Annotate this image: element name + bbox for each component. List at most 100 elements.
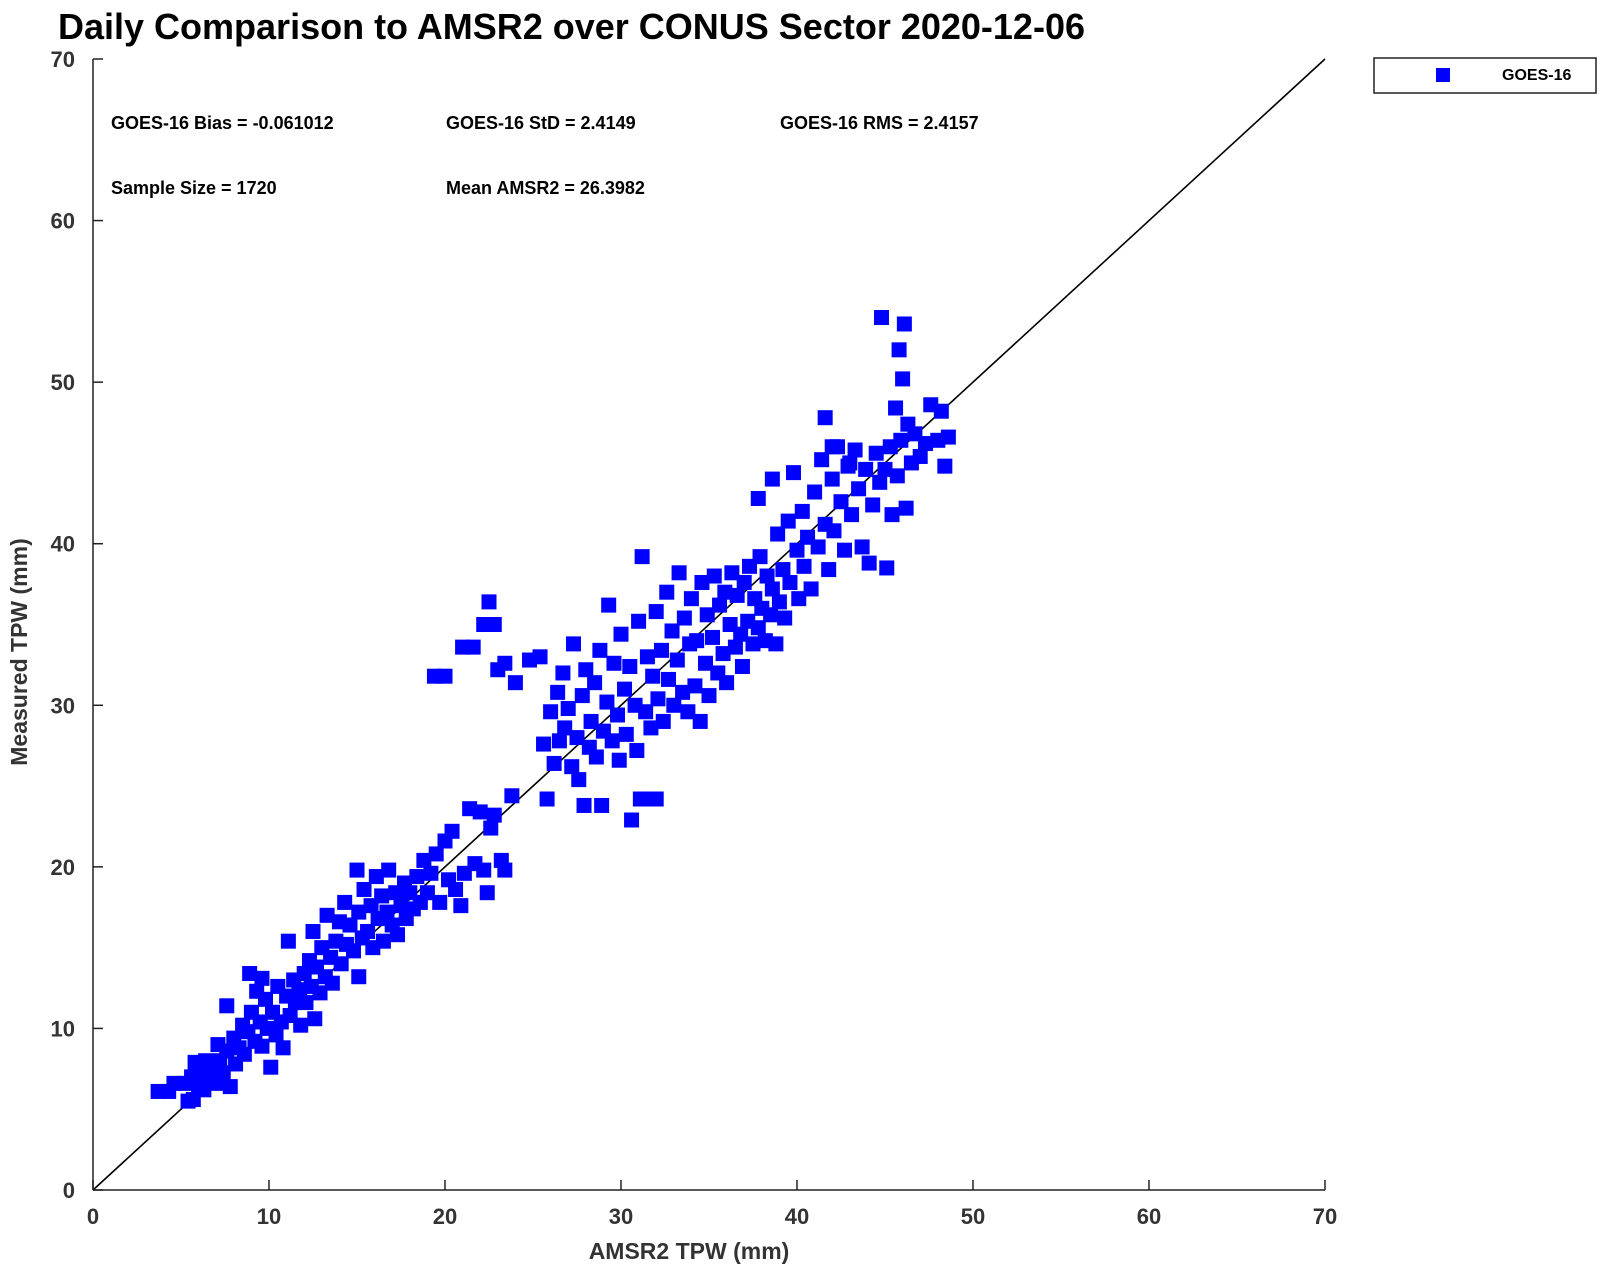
scatter-point <box>764 471 780 487</box>
scatter-point <box>629 743 645 759</box>
scatter-point <box>416 852 432 868</box>
x-tick-label: 20 <box>433 1204 457 1229</box>
scatter-point <box>865 497 881 513</box>
scatter-point <box>759 568 775 584</box>
scatter-point <box>847 442 863 458</box>
scatter-point <box>833 494 849 510</box>
scatter-point <box>912 448 928 464</box>
scatter-point <box>432 894 448 910</box>
scatter-point <box>745 636 761 652</box>
legend-label-goes16: GOES-16 <box>1502 67 1571 84</box>
stats-annotations: GOES-16 Bias = -0.061012 GOES-16 StD = 2… <box>111 113 979 198</box>
scatter-point <box>775 562 791 578</box>
scatter-point <box>611 752 627 768</box>
scatter-point <box>368 869 384 885</box>
scatter-point <box>872 474 888 490</box>
scatter-point <box>659 584 675 600</box>
scatter-point <box>613 626 629 642</box>
scatter-point <box>448 881 464 897</box>
scatter-point <box>634 549 650 565</box>
y-tick-label: 50 <box>51 370 75 395</box>
x-axis-ticks: 0 10 20 30 40 50 60 70 <box>87 1180 1337 1229</box>
scatter-point <box>727 639 743 655</box>
scatter-point <box>374 888 390 904</box>
scatter-point <box>873 310 889 326</box>
scatter-point <box>539 791 555 807</box>
x-tick-label: 60 <box>1137 1204 1161 1229</box>
scatter-point <box>481 594 497 610</box>
scatter-point <box>551 733 567 749</box>
y-tick-label: 30 <box>51 693 75 718</box>
scatter-point <box>419 885 435 901</box>
scatter-point <box>650 691 666 707</box>
scatter-point <box>543 704 559 720</box>
scatter-point <box>550 684 566 700</box>
scatter-point <box>719 675 735 691</box>
scatter-point <box>444 823 460 839</box>
scatter-point <box>814 452 830 468</box>
scatter-point <box>712 597 728 613</box>
scatter-point <box>669 652 685 668</box>
scatter-point <box>324 975 340 991</box>
scatter-point <box>807 484 823 500</box>
scatter-point <box>826 523 842 539</box>
scatter-point <box>486 807 502 823</box>
scatter-point <box>564 759 580 775</box>
scatter-point <box>648 791 664 807</box>
scatter-point <box>858 461 874 477</box>
scatter-point <box>560 701 576 717</box>
y-tick-label: 70 <box>51 47 75 72</box>
scatter-point <box>666 697 682 713</box>
scatter-point <box>609 707 625 723</box>
scatter-point <box>604 733 620 749</box>
scatter-point <box>780 513 796 529</box>
scatter-point <box>689 633 705 649</box>
scatter-point <box>752 549 768 565</box>
bias-annotation: GOES-16 Bias = -0.061012 <box>111 113 334 133</box>
scatter-point <box>770 526 786 542</box>
scatter-point <box>356 881 372 897</box>
scatter-point <box>268 1027 284 1043</box>
scatter-point <box>546 755 562 771</box>
scatter-point <box>868 445 884 461</box>
scatter-point <box>497 862 513 878</box>
scatter-point <box>437 668 453 684</box>
scatter-point <box>917 436 933 452</box>
scatter-point <box>877 461 893 477</box>
scatter-point <box>275 1040 291 1056</box>
scatter-point <box>486 617 502 632</box>
scatter-point <box>296 965 312 981</box>
scatter-point <box>896 316 912 332</box>
scatter-point <box>349 862 365 878</box>
y-tick-label: 20 <box>51 855 75 880</box>
scatter-point <box>557 720 573 736</box>
scatter-point <box>837 542 853 558</box>
scatter-point <box>504 788 520 804</box>
scatter-point <box>729 587 745 603</box>
y-axis-label: Measured TPW (mm) <box>6 538 32 765</box>
scatter-point <box>342 917 358 933</box>
legend-marker-goes16 <box>1436 68 1450 82</box>
scatter-point <box>771 594 787 610</box>
scatter-point <box>933 403 949 419</box>
scatter-point <box>472 804 488 820</box>
scatter-point <box>750 490 766 506</box>
scatter-point <box>219 1043 235 1059</box>
scatter-point <box>532 649 548 665</box>
scatter-point <box>680 704 696 720</box>
y-axis-ticks: 0 10 20 30 40 50 60 70 <box>51 47 103 1203</box>
scatter-point <box>671 565 687 581</box>
scatter-point <box>851 481 867 497</box>
scatter-point <box>884 507 900 523</box>
y-tick-label: 40 <box>51 532 75 557</box>
scatter-point <box>606 655 622 671</box>
scatter-point <box>705 629 721 645</box>
scatter-point <box>889 468 905 484</box>
scatter-point <box>789 542 805 558</box>
scatter-point <box>375 933 391 949</box>
scatter-point <box>687 678 703 694</box>
scatter-point <box>423 865 439 881</box>
plot-area: 0 10 20 30 40 50 60 70 0 10 20 30 40 50 60 70 <box>51 47 1338 1229</box>
scatter-point <box>307 1011 323 1027</box>
scatter-point <box>574 688 590 704</box>
